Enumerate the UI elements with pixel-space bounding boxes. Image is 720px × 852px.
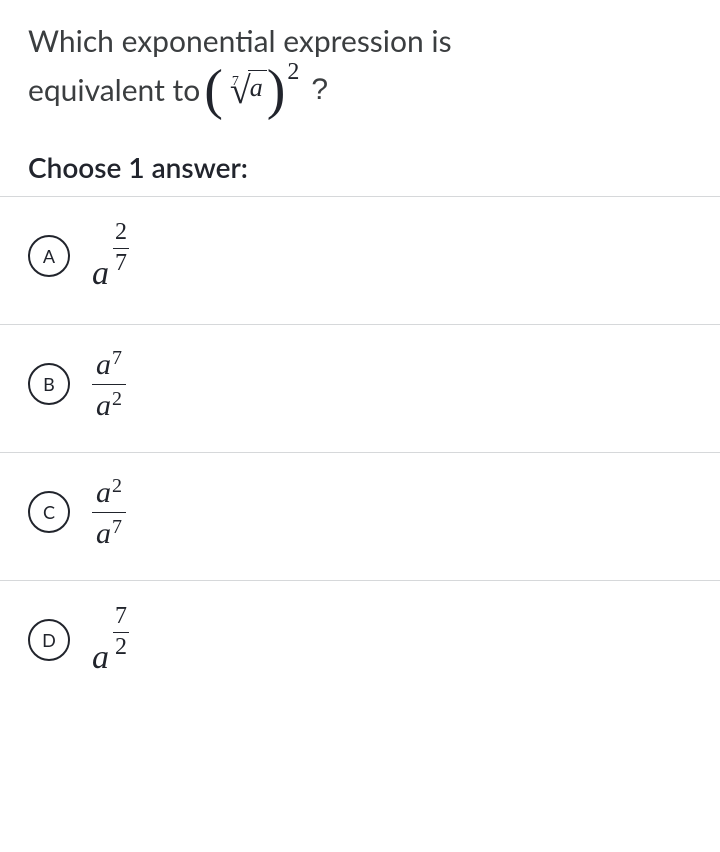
choice-a-base: a: [92, 257, 109, 291]
nth-root: 7 √ a: [223, 70, 267, 110]
choice-a-exp-den: 7: [113, 250, 129, 278]
choice-d-exp-den: 2: [113, 634, 129, 662]
fraction-bar: [92, 512, 126, 513]
question-prefix: equivalent to: [28, 69, 200, 111]
fraction-bar: [113, 248, 129, 249]
choice-a[interactable]: A a 2 7: [0, 196, 720, 324]
question-line-1: Which exponential expression is: [28, 20, 692, 62]
choose-prompt: Choose 1 answer:: [0, 126, 720, 196]
choice-d[interactable]: D a 7 2: [0, 580, 720, 708]
choice-b-den-base: a: [96, 391, 111, 421]
choice-a-expression: a 2 7: [92, 217, 129, 291]
question-line-2: equivalent to ( 7 √ a ) 2 ?: [28, 62, 692, 118]
choice-c-radio[interactable]: C: [28, 491, 70, 533]
choice-c-expression: a 2 a 7: [92, 473, 126, 550]
choice-d-expression: a 7 2: [92, 601, 129, 675]
choice-c-num-base: a: [96, 478, 111, 508]
choice-b[interactable]: B a 7 a 2: [0, 324, 720, 452]
fraction-bar: [92, 384, 126, 385]
left-paren: (: [204, 62, 223, 118]
choice-a-radio[interactable]: A: [28, 235, 70, 277]
radicand: a: [248, 70, 267, 105]
choice-b-radio[interactable]: B: [28, 363, 70, 405]
fraction-bar: [113, 632, 129, 633]
choice-b-letter: B: [43, 373, 55, 395]
choice-b-num-base: a: [96, 350, 111, 380]
question-mark: ?: [311, 69, 328, 111]
question-stem: Which exponential expression is equivale…: [0, 20, 720, 126]
choice-d-exp-num: 7: [113, 603, 129, 631]
choice-b-num-exp: 7: [112, 348, 122, 368]
choice-a-exp-num: 2: [113, 219, 129, 247]
choice-d-radio[interactable]: D: [28, 619, 70, 661]
choice-c-letter: C: [43, 501, 55, 523]
root-index: 7: [232, 72, 239, 92]
choice-a-letter: A: [43, 245, 55, 267]
choice-c[interactable]: C a 2 a 7: [0, 452, 720, 580]
choice-a-exponent-fraction: 2 7: [113, 219, 129, 277]
choice-d-exponent-fraction: 7 2: [113, 603, 129, 661]
answer-choices: A a 2 7 B a 7: [0, 196, 720, 708]
choice-b-den-exp: 2: [112, 389, 122, 409]
question-expression: ( 7 √ a ) 2: [204, 62, 299, 118]
choice-c-den-base: a: [96, 519, 111, 549]
choice-c-den-exp: 7: [112, 517, 122, 537]
choice-c-num-exp: 2: [112, 476, 122, 496]
choice-b-expression: a 7 a 2: [92, 345, 126, 422]
choice-d-base: a: [92, 641, 109, 675]
right-paren: ): [267, 62, 286, 118]
outer-exponent: 2: [287, 56, 299, 90]
choice-d-letter: D: [42, 629, 56, 651]
